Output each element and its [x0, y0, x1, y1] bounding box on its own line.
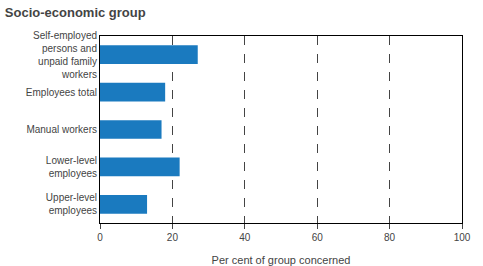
svg-text:80: 80	[384, 232, 396, 243]
svg-text:20: 20	[167, 232, 179, 243]
svg-text:100: 100	[454, 232, 471, 243]
svg-text:0: 0	[97, 232, 103, 243]
svg-text:Employees total: Employees total	[26, 87, 97, 98]
svg-text:Upper-levelemployees: Upper-levelemployees	[46, 192, 97, 216]
svg-text:Manual workers: Manual workers	[26, 124, 97, 135]
svg-text:Self-employedpersons andunpaid: Self-employedpersons andunpaid familywor…	[33, 30, 97, 80]
svg-text:Socio-economic group: Socio-economic group	[5, 5, 146, 20]
svg-text:60: 60	[312, 232, 324, 243]
svg-text:Lower-levelemployees: Lower-levelemployees	[46, 155, 97, 179]
svg-text:40: 40	[239, 232, 251, 243]
svg-text:Per cent of group concerned: Per cent of group concerned	[212, 254, 351, 266]
